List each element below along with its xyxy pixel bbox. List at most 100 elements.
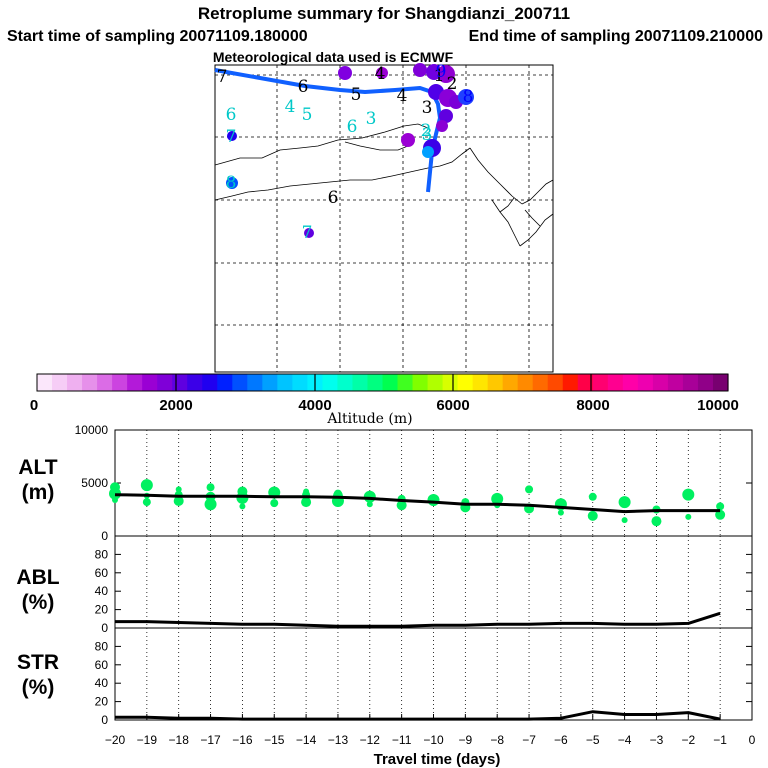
x-tick-label: −2 (681, 733, 695, 747)
start-time-label: Start time of sampling 20071109.180000 (7, 28, 308, 45)
x-tick-label: −14 (296, 733, 317, 747)
plume-cluster (401, 133, 415, 147)
day-label: 9 (436, 62, 447, 82)
altitude-point (110, 482, 120, 493)
plume-cluster (439, 109, 453, 123)
colorbar-frame (36, 373, 729, 392)
colorbar-cell (67, 374, 83, 391)
y-tick-label: 0 (101, 713, 108, 727)
figure-title: Retroplume summary for Shangdianzi_20071… (198, 4, 570, 23)
x-tick-label: −17 (200, 733, 221, 747)
x-tick-label: −15 (264, 733, 285, 747)
colorbar-cell (367, 374, 384, 391)
altitude-point (239, 503, 246, 510)
x-tick-label: −19 (137, 733, 158, 747)
altitude-point (618, 496, 631, 509)
colorbar-cell (487, 374, 504, 391)
colorbar-cell (577, 374, 594, 391)
colorbar-cell (667, 374, 684, 391)
altitude-point (140, 479, 153, 492)
end-time-label: End time of sampling 20071109.210000 (469, 28, 763, 45)
colorbar-cell (277, 374, 293, 391)
colorbar-cell (187, 374, 203, 391)
colorbar-cell (37, 374, 53, 391)
colorbar-cell (502, 374, 519, 391)
day-label: 7 (302, 223, 313, 243)
y-tick-label: 40 (95, 584, 109, 598)
plume-cluster (436, 120, 448, 132)
day-label: 4 (285, 97, 296, 117)
day-label: 7 (226, 127, 237, 147)
altitude-point (396, 500, 407, 511)
x-tick-label: −20 (105, 733, 126, 747)
x-tick-label: −1 (713, 733, 727, 747)
colorbar-cell (592, 374, 609, 391)
map-coastlines (214, 123, 554, 247)
y-tick-label: 10000 (75, 423, 109, 437)
x-tick-label: −12 (360, 733, 381, 747)
y-tick-label: 60 (95, 658, 109, 672)
altitude-point (682, 488, 695, 501)
colorbar-cell (82, 374, 98, 391)
colorbar-cell (607, 374, 624, 391)
day-label: 6 (226, 105, 237, 125)
day-label: 6 (328, 188, 339, 208)
colorbar-cell (337, 374, 354, 391)
altitude-point (173, 496, 184, 507)
y-tick-label: 20 (95, 603, 109, 617)
colorbar-cell (202, 374, 218, 391)
alt-panel-label: ALT (18, 456, 57, 479)
day-label: 2 (421, 121, 432, 141)
altitude-point (685, 513, 692, 520)
plume-cluster (304, 228, 314, 238)
x-tick-label: −18 (169, 733, 190, 747)
x-tick-label: −8 (490, 733, 504, 747)
y-tick-label: 80 (95, 547, 109, 561)
altitude-point (142, 498, 151, 507)
altitude-point (715, 509, 726, 520)
colorbar-cell (157, 374, 173, 391)
altitude-colorbar: 0 2000 4000 6000 8000 10000 Altitude (m) (30, 373, 739, 427)
colorbar-cell (322, 374, 339, 391)
series-line (114, 493, 721, 514)
x-tick-label: −3 (650, 733, 664, 747)
altitude-point (206, 483, 215, 492)
x-tick-label: −13 (328, 733, 349, 747)
map-frame (214, 64, 554, 373)
altitude-point (204, 498, 217, 511)
altitude-point (491, 492, 504, 505)
altitude-point (175, 486, 182, 493)
y-tick-label: 0 (101, 529, 108, 543)
day-label: 6 (298, 77, 309, 97)
abl-panel-label: ABL (16, 566, 59, 589)
y-tick-label: 0 (101, 621, 108, 635)
altitude-point (333, 489, 342, 498)
x-tick-label: −11 (392, 733, 412, 747)
colorbar-label-10000: 10000 (697, 397, 739, 414)
abl-panel-unit: (%) (22, 591, 55, 614)
x-tick-label: −5 (586, 733, 600, 747)
colorbar-cell (352, 374, 369, 391)
day-label: 2 (447, 74, 458, 94)
plume-cluster (437, 65, 455, 83)
colorbar-cell (247, 374, 263, 391)
colorbar-cell (682, 374, 699, 391)
day-label: 6 (347, 117, 358, 137)
time-series-panels: ALT (m) ABL (%) STR (%) 0 5000 10000 0 20 40 6… (16, 423, 755, 768)
colorbar-cell (517, 374, 534, 391)
altitude-point (427, 493, 440, 506)
colorbar-cell (142, 374, 158, 391)
colorbar-cell (532, 374, 549, 391)
plume-cluster (226, 177, 238, 189)
colorbar-label-8000: 8000 (576, 397, 609, 414)
day-label: 8 (463, 87, 474, 107)
colorbar-cell (427, 374, 444, 391)
colorbar-cell (547, 374, 564, 391)
series-line (115, 611, 721, 628)
altitude-point (237, 486, 248, 497)
plume-cluster (458, 89, 474, 105)
colorbar-cell (697, 374, 714, 391)
day-label: 4 (375, 64, 386, 84)
